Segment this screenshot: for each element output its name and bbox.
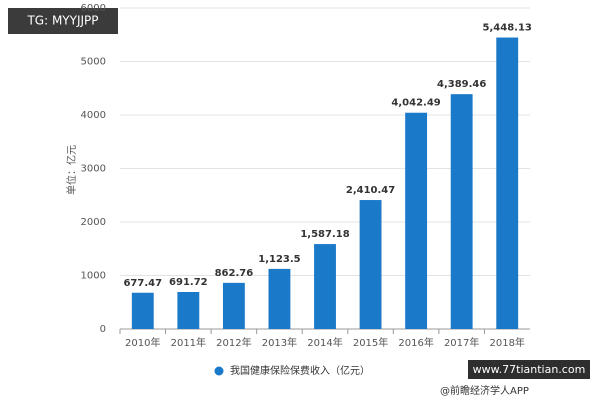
badge: TG: MYYJJPP — [26, 14, 98, 28]
x-tick-label: 2016年 — [398, 336, 433, 349]
value-label: 4,042.49 — [391, 98, 440, 109]
bar — [359, 200, 382, 329]
x-tick-label: 2015年 — [353, 336, 388, 349]
x-tick-label: 2018年 — [489, 336, 524, 349]
badge-box — [8, 8, 118, 34]
source: @前瞻经济学人APP — [440, 384, 529, 397]
x-tick-label: 2014年 — [307, 336, 342, 349]
value-label: 1,587.18 — [300, 229, 349, 240]
y-axis-label: 单位：亿元 — [65, 145, 78, 195]
x-tick-label: 2010年 — [125, 336, 160, 349]
site: www.77tiantian.com — [473, 363, 586, 376]
y-tick-label: 4000 — [81, 110, 106, 121]
bar — [177, 291, 200, 329]
bar — [450, 94, 473, 330]
x-tick-label: 2011年 — [171, 336, 206, 349]
legend-marker — [214, 366, 224, 376]
y-tick-label: 1000 — [81, 271, 106, 282]
y-tick-label: 2000 — [81, 217, 106, 228]
site-box — [468, 360, 590, 379]
bar — [222, 282, 245, 329]
x-tick-label: 2012年 — [216, 336, 251, 349]
value-label: 677.47 — [123, 278, 162, 289]
value-label: 691.72 — [169, 277, 208, 288]
bar — [314, 244, 336, 329]
bar — [496, 37, 519, 329]
legend-label: 我国健康保险保费收入（亿元） — [230, 364, 370, 377]
bar — [405, 112, 428, 330]
x-tick-label: 2017年 — [444, 336, 479, 349]
value-label: 2,410.47 — [346, 185, 395, 196]
bar — [268, 268, 291, 329]
value-label: 862.76 — [215, 268, 254, 279]
y-tick-label: 0 — [100, 324, 106, 335]
y-tick-label: 6000 — [81, 3, 106, 14]
value-label: 1,123.5 — [258, 254, 300, 265]
y-tick-label: 5000 — [81, 57, 106, 68]
value-label: 4,389.46 — [437, 79, 486, 90]
value-label: 5,448.13 — [483, 23, 532, 34]
y-tick-label: 3000 — [81, 164, 106, 175]
x-tick-label: 2013年 — [262, 336, 297, 349]
bar — [131, 292, 154, 329]
